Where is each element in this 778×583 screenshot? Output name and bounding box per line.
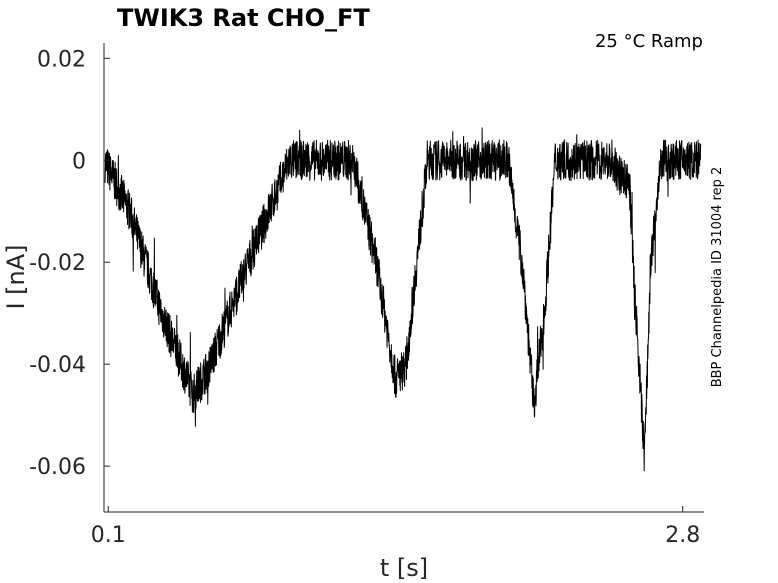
x-axis-label: t [s] [380,554,428,582]
chart-annotation: 25 °C Ramp [595,31,703,52]
y-tick-label: 0 [72,149,86,174]
side-label: BBP Channelpedia ID 31004 rep 2 [710,167,725,388]
plot-area [104,127,702,472]
y-tick-label: -0.02 [29,251,86,276]
chart-title: TWIK3 Rat CHO_FT [117,4,370,32]
x-tick-label: 0.1 [91,523,126,548]
y-tick-label: 0.02 [37,47,86,72]
y-tick-label: -0.06 [29,455,86,480]
y-tick-label: -0.04 [29,353,86,378]
current-trace [104,127,702,472]
tick-group: 0.1 2.8 0.02 0 -0.02 -0.04 -0.06 [29,47,700,548]
y-axis-label: I [nA] [2,244,30,309]
x-tick-label: 2.8 [665,523,700,548]
axes [103,43,704,513]
